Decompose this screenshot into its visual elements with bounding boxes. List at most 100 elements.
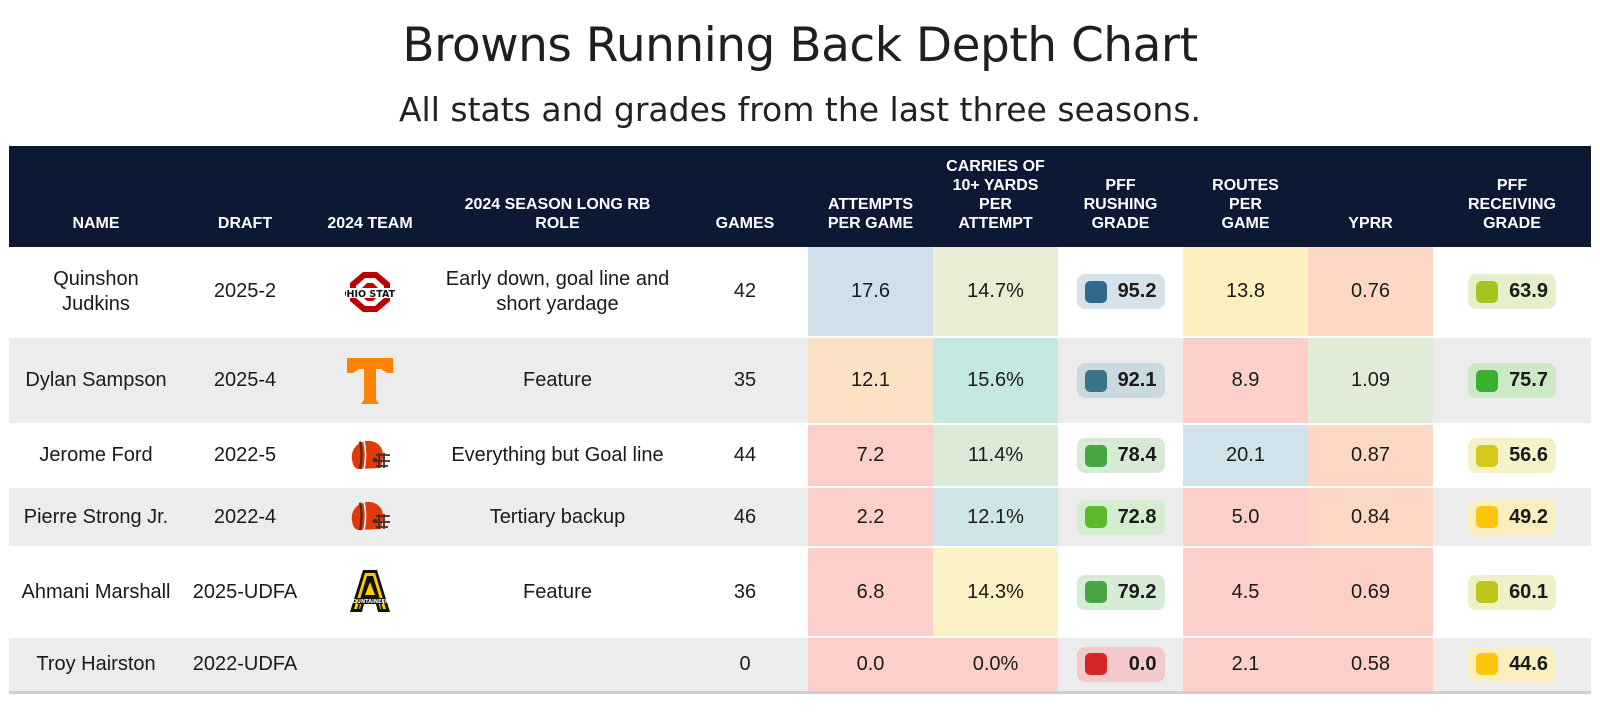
yprr-cell: 1.09: [1308, 337, 1433, 425]
receiving-grade-cell: 56.6: [1433, 424, 1591, 488]
receiving-grade-value: 60.1: [1509, 580, 1548, 603]
rushing-grade-badge: 92.1: [1076, 363, 1165, 398]
grade-swatch-icon: [1084, 581, 1107, 603]
receiving-grade-value: 49.2: [1509, 505, 1548, 528]
rushing-grade-value: 0.0: [1128, 652, 1157, 675]
rushing-grade-cell: 78.4: [1058, 424, 1183, 488]
yprr-cell: 0.84: [1308, 487, 1433, 548]
grade-swatch-icon: [1084, 506, 1107, 528]
receiving-grade-cell: 44.6: [1433, 637, 1591, 694]
attempts-cell: 17.6: [808, 247, 933, 338]
player-name: Pierre Strong Jr.: [9, 487, 183, 548]
receiving-grade-badge: 44.6: [1468, 646, 1556, 682]
rushing-grade-badge: 95.2: [1076, 274, 1165, 309]
role-cell: Tertiary backup: [433, 487, 682, 548]
column-header: ROUTES PER GAME: [1183, 146, 1308, 247]
rushing-grade-cell: 95.2: [1058, 247, 1183, 338]
role-cell: Feature: [433, 337, 682, 425]
routes-cell: 20.1: [1183, 424, 1308, 488]
receiving-grade-cell: 63.9: [1433, 247, 1591, 338]
grade-swatch-icon: [1084, 369, 1107, 392]
player-name: Ahmani Marshall: [9, 547, 183, 638]
column-header: 2024 TEAM: [307, 146, 433, 247]
routes-cell: 5.0: [1183, 487, 1308, 548]
draft-cell: 2022-5: [183, 424, 307, 488]
player-name: Jerome Ford: [9, 424, 183, 488]
attempts-cell: 7.2: [808, 424, 933, 488]
rushing-grade-badge: 72.8: [1076, 499, 1165, 535]
receiving-grade-badge: 49.2: [1468, 499, 1556, 535]
column-header: ATTEMPTS PER GAME: [808, 146, 933, 247]
receiving-grade-cell: 60.1: [1433, 547, 1591, 638]
yprr-cell: 0.87: [1308, 424, 1433, 488]
team-logo-cell: [307, 637, 433, 694]
yprr-cell: 0.69: [1308, 547, 1433, 638]
games-cell: 46: [682, 487, 808, 548]
grade-swatch-icon: [1084, 280, 1107, 303]
role-cell: Feature: [433, 547, 682, 638]
role-cell: [433, 637, 682, 694]
team-logo-cell: [307, 424, 433, 488]
rushing-grade-cell: 92.1: [1058, 337, 1183, 425]
attempts-cell: 12.1: [808, 337, 933, 425]
carries-10-cell: 12.1%: [933, 487, 1058, 548]
grade-swatch-icon: [1476, 581, 1498, 603]
rushing-grade-value: 79.2: [1117, 580, 1157, 603]
yprr-cell: 0.76: [1308, 247, 1433, 338]
games-cell: 44: [682, 424, 808, 488]
column-header: YPRR: [1308, 146, 1433, 247]
grade-swatch-icon: [1084, 653, 1107, 676]
draft-cell: 2025-UDFA: [183, 547, 307, 638]
receiving-grade-badge: 56.6: [1468, 438, 1556, 473]
chart-title: Browns Running Back Depth Chart: [402, 18, 1198, 73]
depth-chart-table: NAME DRAFT 2024 TEAM 2024 SEASON LONG RB…: [9, 146, 1591, 694]
column-header: NAME: [9, 146, 183, 247]
carries-10-cell: 14.3%: [933, 547, 1058, 638]
rushing-grade-cell: 72.8: [1058, 487, 1183, 548]
attempts-cell: 2.2: [808, 487, 933, 548]
receiving-grade-badge: 75.7: [1468, 363, 1556, 398]
team-logo-cell: [307, 487, 433, 548]
rushing-grade-badge: 78.4: [1076, 438, 1165, 473]
svg-text:MOUNTAINEERS: MOUNTAINEERS: [348, 599, 392, 605]
team-logo-cell: MOUNTAINEERS: [307, 547, 433, 638]
role-cell: Early down, goal line and short yardage: [433, 247, 682, 338]
receiving-grade-cell: 49.2: [1433, 487, 1591, 548]
player-name: Quinshon Judkins: [9, 247, 183, 338]
carries-10-cell: 14.7%: [933, 247, 1058, 338]
receiving-grade-value: 56.6: [1509, 444, 1548, 466]
column-header: CARRIES OF 10+ YARDS PER ATTEMPT: [933, 146, 1058, 247]
receiving-grade-badge: 60.1: [1468, 574, 1556, 610]
carries-10-cell: 15.6%: [933, 337, 1058, 425]
column-header: GAMES: [682, 146, 808, 247]
header-row: NAME DRAFT 2024 TEAM 2024 SEASON LONG RB…: [9, 146, 1591, 247]
receiving-grade-cell: 75.7: [1433, 337, 1591, 425]
carries-10-cell: 11.4%: [933, 424, 1058, 488]
column-header: PFF RUSHING GRADE: [1058, 146, 1183, 247]
attempts-cell: 6.8: [808, 547, 933, 638]
rushing-grade-badge: 0.0: [1076, 646, 1165, 682]
games-cell: 0: [682, 637, 808, 694]
carries-10-cell: 0.0%: [933, 637, 1058, 694]
rushing-grade-value: 72.8: [1117, 505, 1157, 528]
grade-swatch-icon: [1476, 444, 1498, 467]
table-row: Ahmani Marshall 2025-UDFA MOUNTAINEERS Feat…: [9, 547, 1591, 638]
grade-swatch-icon: [1476, 653, 1498, 676]
receiving-grade-badge: 63.9: [1468, 274, 1556, 309]
column-header: DRAFT: [183, 146, 307, 247]
role-cell: Everything but Goal line: [433, 424, 682, 488]
table-row: Jerome Ford 2022-5 Everything but Goal lin…: [9, 424, 1591, 488]
routes-cell: 2.1: [1183, 637, 1308, 694]
games-cell: 35: [682, 337, 808, 425]
receiving-grade-value: 75.7: [1509, 369, 1548, 391]
grade-swatch-icon: [1084, 444, 1107, 467]
rushing-grade-value: 95.2: [1117, 280, 1157, 302]
table-row: Pierre Strong Jr. 2022-4 Tertiary backup 46…: [9, 487, 1591, 548]
column-header: PFF RECEIVING GRADE: [1433, 146, 1591, 247]
rushing-grade-badge: 79.2: [1076, 574, 1165, 610]
rushing-grade-cell: 79.2: [1058, 547, 1183, 638]
rushing-grade-value: 92.1: [1117, 369, 1157, 391]
